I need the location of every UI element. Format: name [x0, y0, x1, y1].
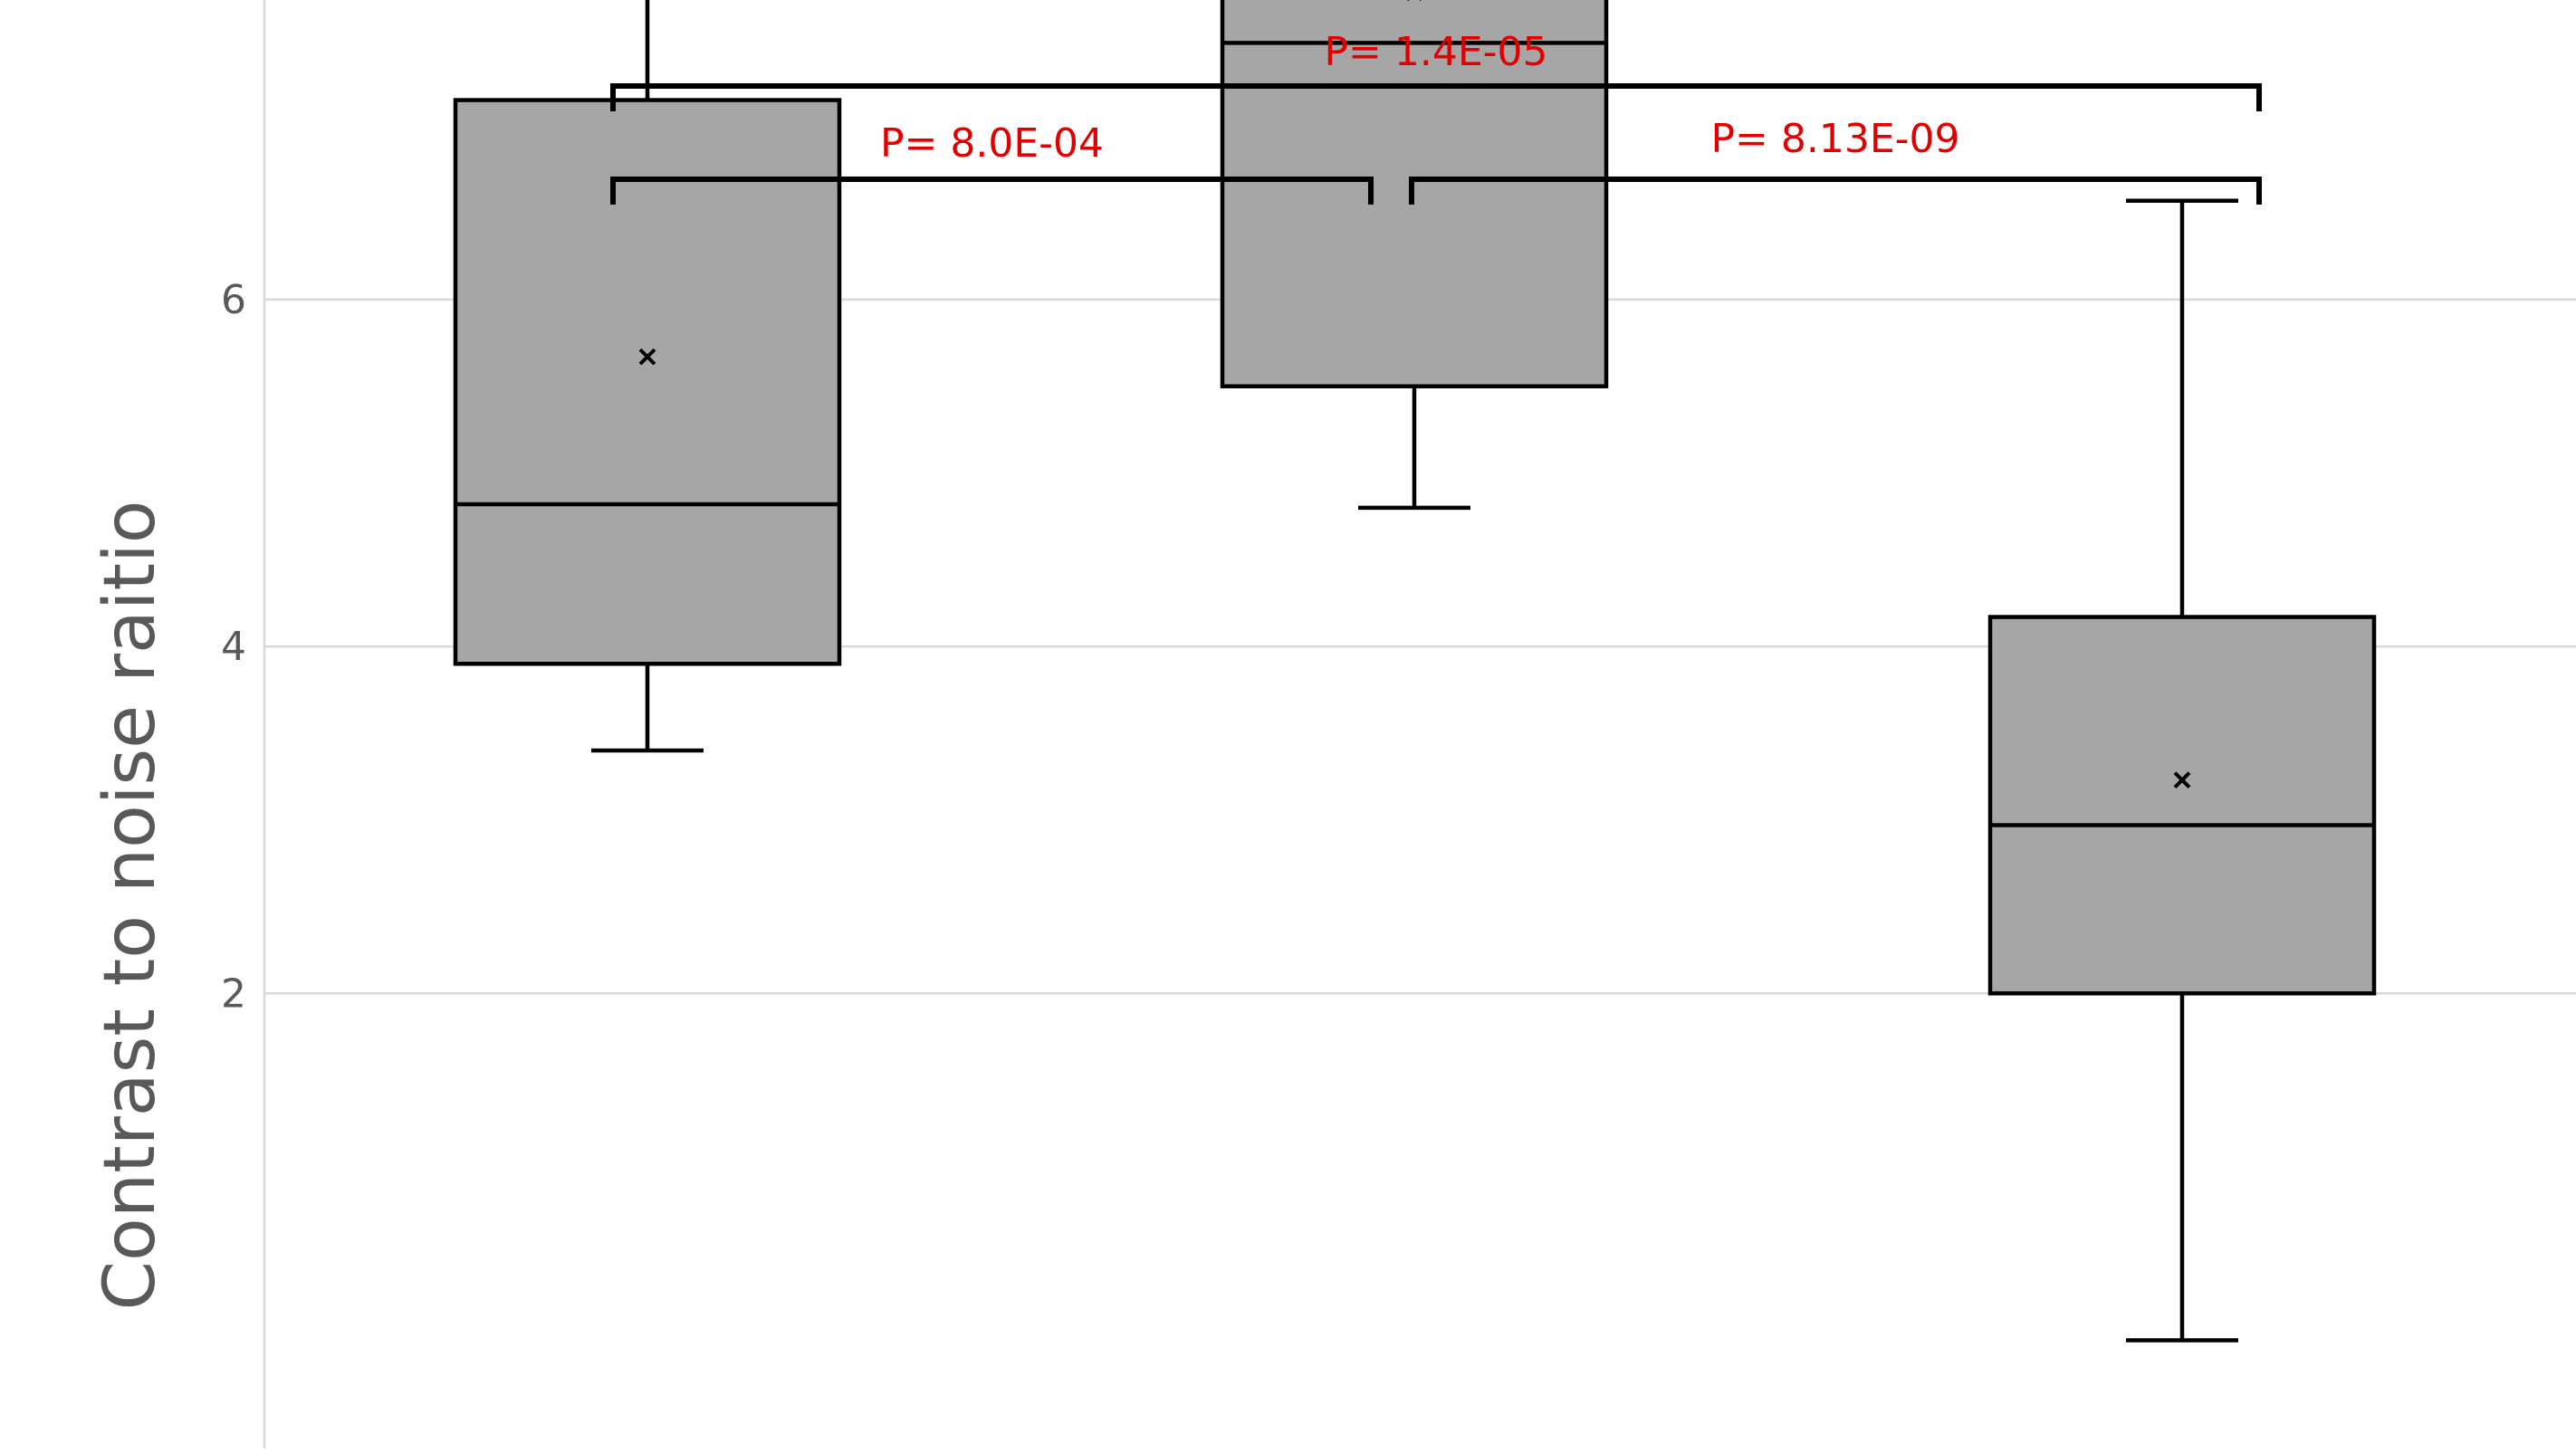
y-tick-label: 6: [221, 277, 246, 323]
boxes: [453, 0, 2377, 1343]
y-tick-label: 4: [221, 624, 246, 670]
bracket-line: [610, 83, 2262, 111]
mean-marker: [2173, 771, 2191, 789]
comparison-bracket: P= 1.4E-05: [610, 29, 2262, 111]
significance-brackets: P= 1.4E-05 P= 8.0E-04 P= 8.13E-09: [610, 29, 2262, 205]
mean-marker: [638, 348, 656, 366]
p-value-label: P= 1.4E-05: [1324, 29, 1547, 75]
mean-marker-stroke: [2173, 771, 2191, 789]
comparison-bracket: P= 8.13E-09: [1409, 116, 2262, 205]
y-axis-title: Contrast to noise raitio: [90, 501, 171, 1311]
comparison-bracket: P= 8.0E-04: [610, 120, 1374, 205]
p-value-label: P= 8.13E-09: [1710, 116, 1959, 162]
y-tick-label: 2: [221, 970, 246, 1017]
box-group: [1220, 0, 1609, 511]
box-group: [1987, 198, 2377, 1343]
box-group: [453, 0, 842, 753]
p-value-label: P= 8.0E-04: [880, 120, 1104, 167]
iqr-box: [1987, 615, 2377, 996]
mean-marker-stroke: [638, 348, 656, 366]
bracket-line: [1409, 177, 2262, 205]
y-axis: 2468101214: [221, 0, 266, 1448]
iqr-box: [453, 98, 842, 666]
bracket-line: [610, 177, 1374, 205]
